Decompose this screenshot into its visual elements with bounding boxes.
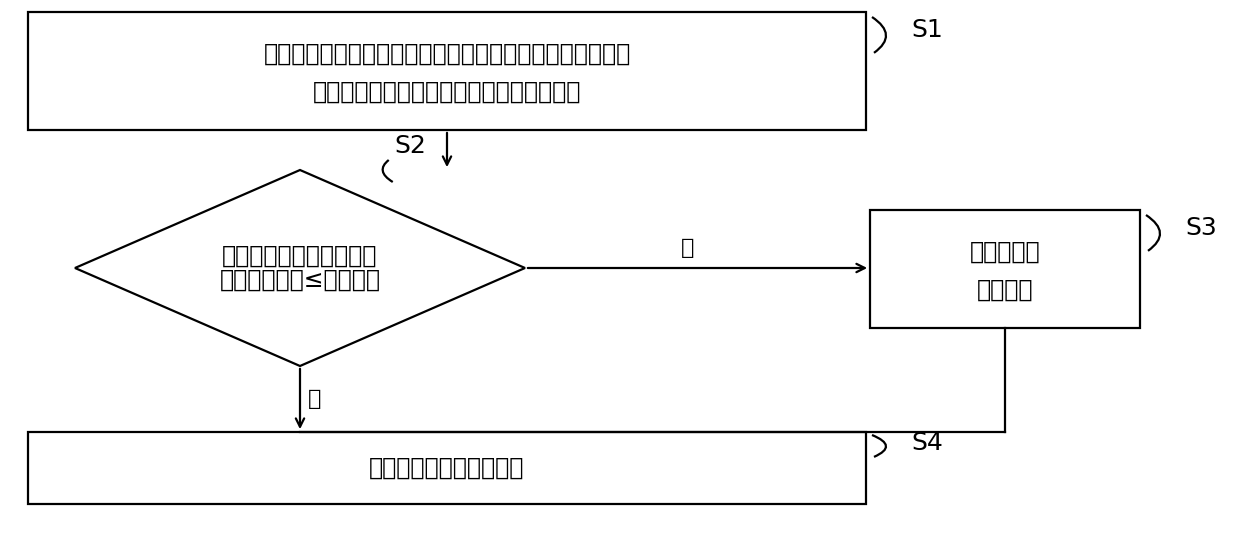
Text: 控制所述电子离合器接合: 控制所述电子离合器接合 (370, 456, 525, 480)
Bar (29, 12, 866, 130)
Text: 发动机目标转速与发动机: 发动机目标转速与发动机 (222, 244, 378, 268)
Polygon shape (74, 170, 525, 366)
Text: 转速干预: 转速干预 (977, 278, 1033, 302)
Bar (870, 210, 1140, 328)
Text: S4: S4 (911, 431, 944, 455)
Text: S3: S3 (1185, 215, 1218, 239)
Text: 述挡位和所述实际车速计算发动机目标转速: 述挡位和所述实际车速计算发动机目标转速 (312, 81, 582, 104)
Text: S2: S2 (394, 134, 427, 158)
Bar (29, 432, 866, 504)
Text: 实际转速之差≤第一阈值: 实际转速之差≤第一阈值 (219, 268, 381, 292)
Text: 是: 是 (308, 389, 321, 409)
Text: 执行发动机: 执行发动机 (970, 239, 1040, 263)
Text: 获取换挡后的挡位、发动机实际转速及实际车速，并根据所: 获取换挡后的挡位、发动机实际转速及实际车速，并根据所 (263, 41, 631, 65)
Text: 否: 否 (681, 238, 694, 258)
Text: S1: S1 (911, 17, 944, 41)
